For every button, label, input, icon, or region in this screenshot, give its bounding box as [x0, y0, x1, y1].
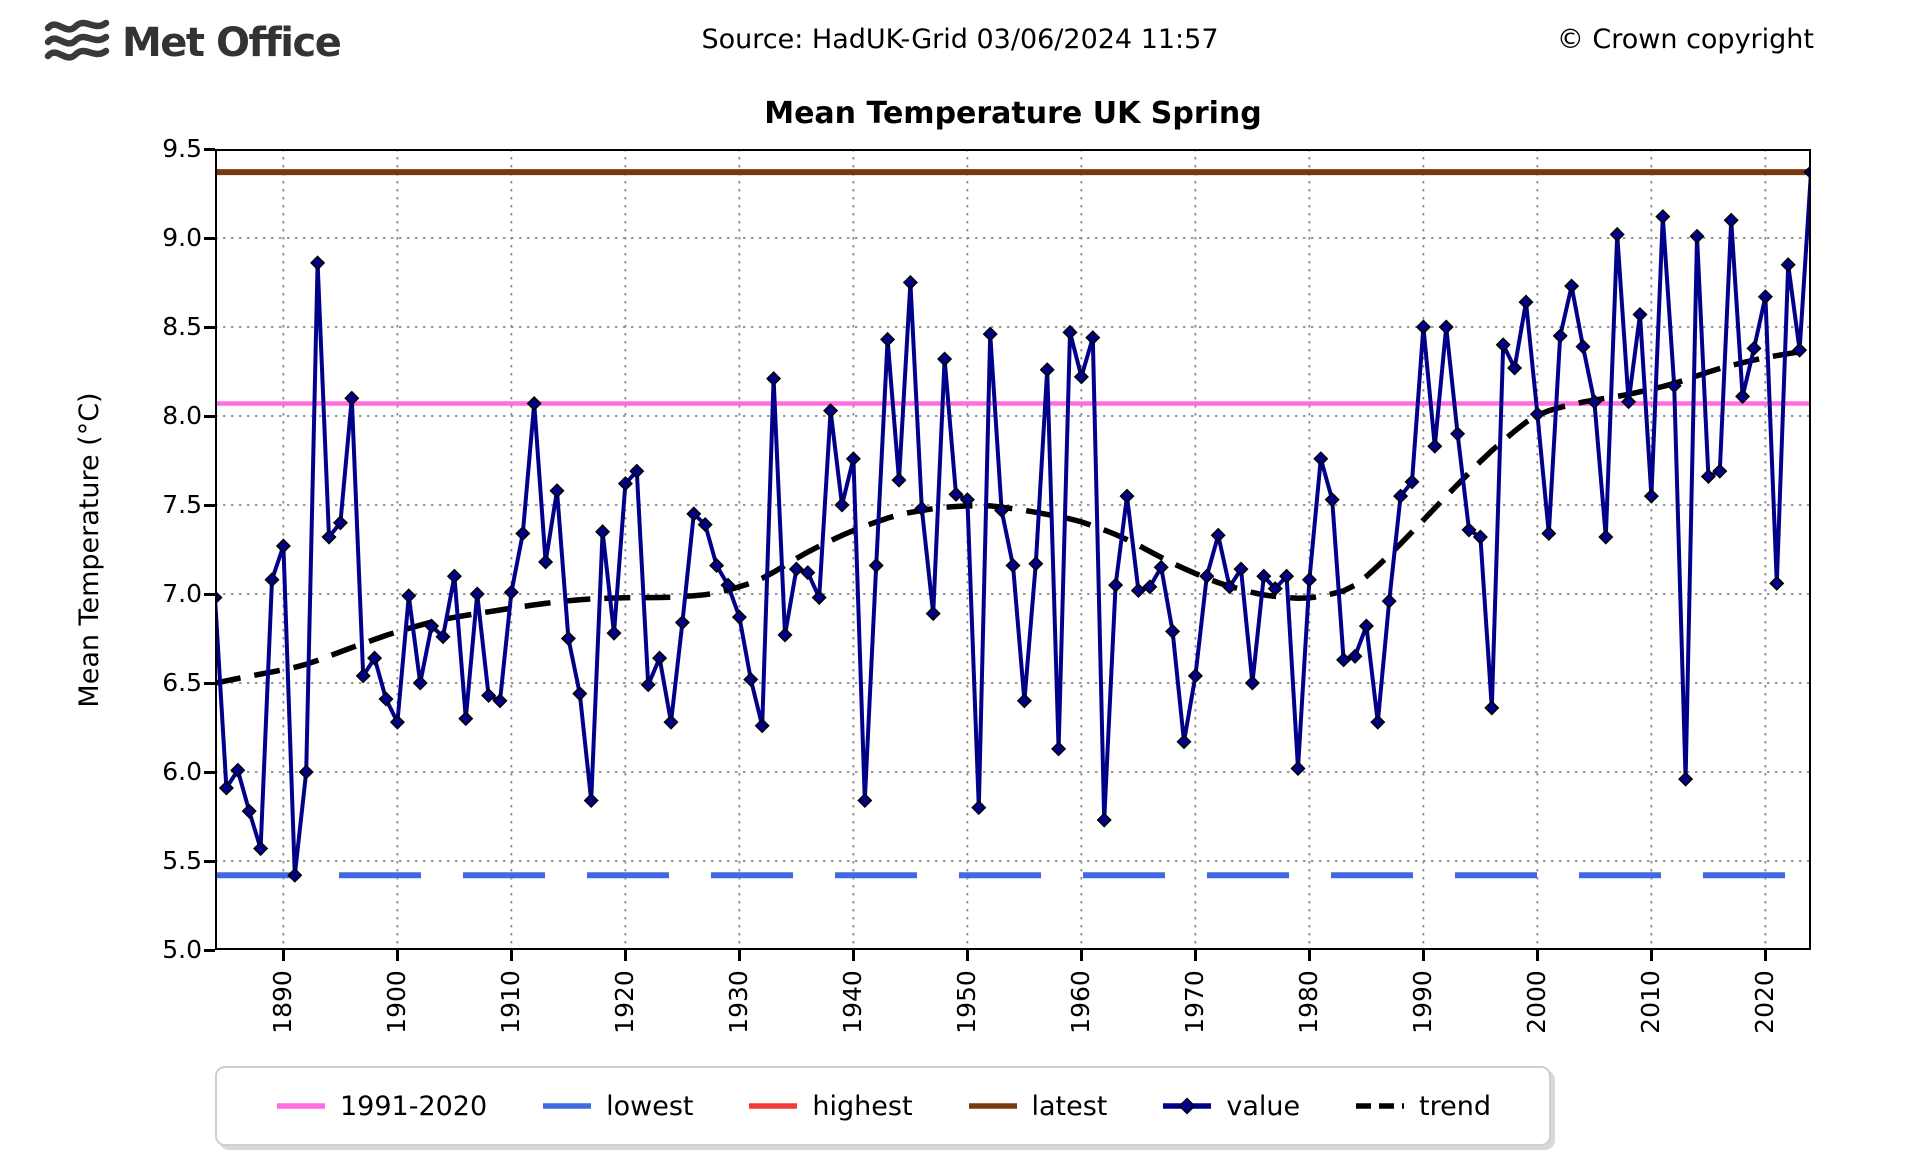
- x-tick-mark: [1307, 950, 1311, 961]
- y-tick-mark: [204, 770, 215, 774]
- x-tick-mark: [281, 950, 285, 961]
- y-tick-mark: [204, 236, 215, 240]
- x-tick-label: 1940: [838, 970, 868, 1034]
- y-tick-mark: [204, 681, 215, 685]
- x-tick-label: 2010: [1636, 970, 1666, 1034]
- y-tick-label: 9.5: [162, 134, 202, 163]
- x-tick-label: 1970: [1180, 970, 1210, 1034]
- legend-label: lowest: [606, 1090, 694, 1122]
- x-tick-mark: [1193, 950, 1197, 961]
- x-tick-label: 1900: [382, 970, 412, 1034]
- copyright-label: © Crown copyright: [1556, 24, 1814, 55]
- x-tick-mark: [623, 950, 627, 961]
- x-tick-mark: [1421, 950, 1425, 961]
- y-tick-label: 8.0: [162, 401, 202, 430]
- x-tick-label: 1950: [952, 970, 982, 1034]
- y-tick-label: 8.5: [162, 312, 202, 341]
- met-office-logo-text: Met Office: [122, 20, 342, 66]
- x-tick-mark: [509, 950, 513, 961]
- plot-area: [207, 149, 1819, 950]
- x-tick-label: 1910: [496, 970, 526, 1034]
- legend-label: trend: [1419, 1090, 1491, 1122]
- x-tick-mark: [1763, 950, 1767, 961]
- legend-item-highest: highest: [747, 1090, 913, 1122]
- y-tick-mark: [204, 414, 215, 418]
- x-tick-mark: [1079, 950, 1083, 961]
- legend-label: value: [1226, 1090, 1301, 1122]
- x-tick-label: 1990: [1408, 970, 1438, 1034]
- legend-item-lowest: lowest: [541, 1091, 693, 1122]
- x-tick-label: 1930: [724, 970, 754, 1034]
- y-tick-label: 6.5: [162, 668, 202, 697]
- chart-title: Mean Temperature UK Spring: [764, 96, 1262, 131]
- legend-item-trend: trend: [1354, 1091, 1491, 1122]
- y-tick-mark: [204, 325, 215, 329]
- y-tick-mark: [204, 859, 215, 863]
- x-tick-label: 1980: [1294, 970, 1324, 1034]
- legend-swatch-icon: [277, 1103, 325, 1109]
- x-tick-mark: [395, 950, 399, 961]
- legend-swatch-icon: [1356, 1103, 1405, 1109]
- chart-legend: 1991-2020 lowest highest latest value trend: [215, 1066, 1551, 1146]
- legend-swatch-icon: [749, 1103, 798, 1109]
- legend-item-1991-2020: 1991-2020: [275, 1091, 487, 1122]
- y-tick-label: 5.0: [162, 935, 202, 964]
- legend-swatch-icon: [543, 1103, 592, 1109]
- y-tick-mark: [204, 503, 215, 507]
- legend-label: latest: [1031, 1090, 1108, 1122]
- x-tick-mark: [1535, 950, 1539, 961]
- y-tick-label: 6.0: [162, 757, 202, 786]
- y-tick-label: 9.0: [162, 223, 202, 252]
- y-tick-mark: [204, 948, 215, 952]
- source-label: Source: HadUK-Grid 03/06/2024 11:57: [701, 24, 1219, 55]
- x-tick-label: 2020: [1750, 970, 1780, 1034]
- legend-swatch-icon: [968, 1103, 1017, 1109]
- legend-label: 1991-2020: [340, 1090, 488, 1122]
- legend-item-value: value: [1161, 1091, 1300, 1122]
- legend-swatch-icon: [1163, 1097, 1212, 1115]
- legend-label: highest: [812, 1090, 913, 1122]
- x-tick-mark: [737, 950, 741, 961]
- x-tick-label: 1890: [268, 970, 298, 1034]
- y-axis-label: Mean Temperature (°C): [74, 392, 105, 708]
- x-tick-mark: [965, 950, 969, 961]
- chart-canvas: [207, 149, 1819, 950]
- x-tick-label: 1960: [1066, 970, 1096, 1034]
- x-tick-mark: [851, 950, 855, 961]
- x-tick-mark: [1649, 950, 1653, 961]
- y-tick-mark: [204, 147, 215, 151]
- met-office-waves-icon: [42, 14, 112, 72]
- met-office-logo: Met Office: [42, 14, 342, 72]
- y-tick-label: 5.5: [162, 846, 202, 875]
- y-tick-mark: [204, 592, 215, 596]
- y-tick-label: 7.0: [162, 579, 202, 608]
- legend-item-latest: latest: [967, 1090, 1108, 1122]
- x-tick-label: 2000: [1522, 970, 1552, 1034]
- y-tick-label: 7.5: [162, 490, 202, 519]
- x-tick-label: 1920: [610, 970, 640, 1034]
